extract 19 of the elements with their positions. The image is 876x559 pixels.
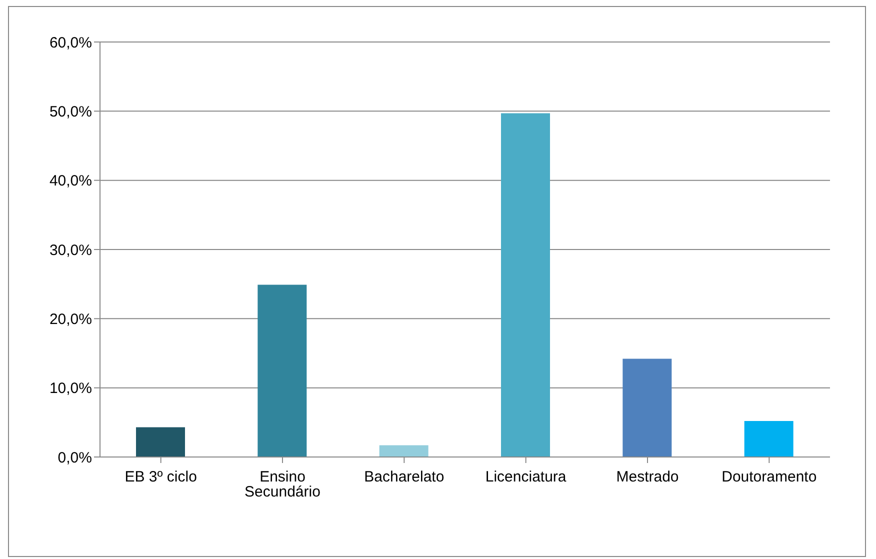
y-tick-label: 20,0%	[49, 310, 92, 328]
x-tick-label: Licenciatura	[485, 468, 567, 486]
x-tick-label: Doutoramento	[722, 468, 817, 486]
x-tick-label: Mestrado	[616, 468, 679, 486]
bar	[258, 284, 307, 457]
x-tick-label: Bacharelato	[364, 468, 444, 486]
y-tick-label: 60,0%	[49, 34, 92, 52]
y-tick-label: 30,0%	[49, 242, 92, 259]
x-tick-label: Ensino Secundário	[244, 468, 320, 501]
y-tick-label: 0,0%	[58, 449, 92, 466]
y-tick-label: 50,0%	[49, 103, 92, 120]
bar	[744, 421, 794, 457]
bar	[622, 358, 672, 457]
y-tick-label: 10,0%	[49, 380, 92, 398]
y-tick-label: 40,0%	[49, 172, 92, 190]
bar	[501, 113, 550, 457]
bar	[379, 445, 428, 457]
bar	[136, 427, 185, 457]
x-tick-label: EB 3º ciclo	[124, 468, 197, 486]
